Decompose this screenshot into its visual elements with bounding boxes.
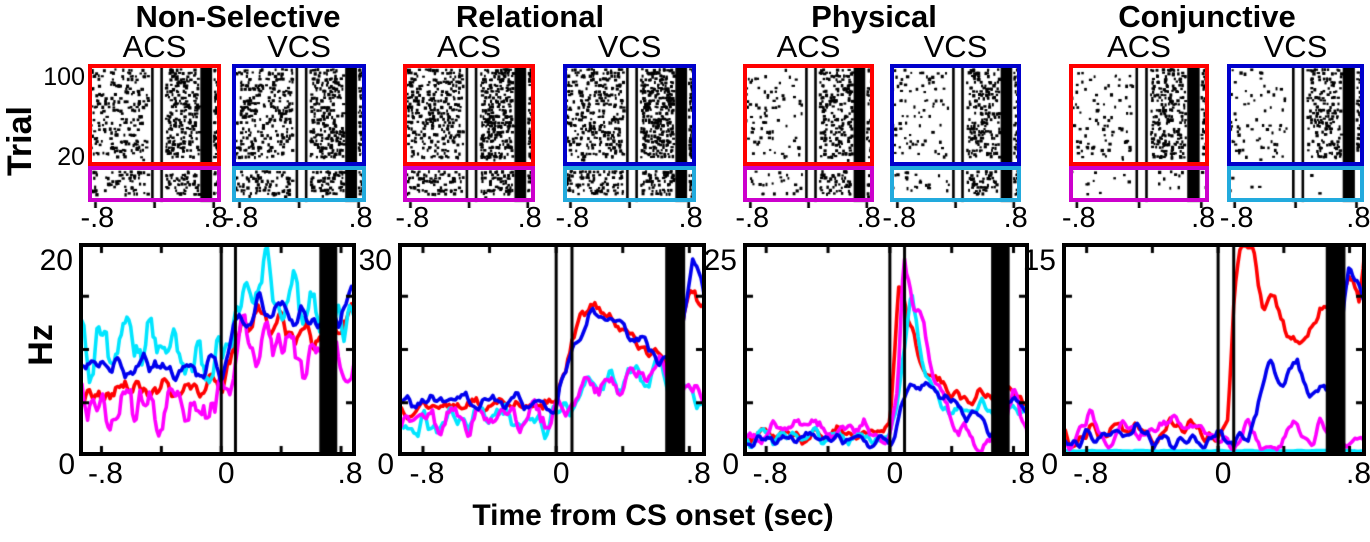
- acs-raster-xtick-label: -.8: [80, 202, 115, 234]
- panel-title: Relational: [455, 0, 605, 34]
- panel-title: Physical: [811, 0, 937, 34]
- psth-y-axis-title: Hz: [22, 324, 60, 366]
- psth-ymax-label: 20: [39, 244, 73, 277]
- psth-canvas: [79, 243, 356, 456]
- vcs-raster-xtick-label: .8: [348, 202, 373, 234]
- psth-ymin-label: 0: [58, 448, 75, 481]
- psth-xtick-label: 0: [552, 457, 570, 490]
- psth-canvas: [1062, 243, 1366, 456]
- acs-raster-xtick-label: -.8: [1061, 202, 1096, 234]
- vcs-raster-xtick-label: .8: [678, 202, 703, 234]
- acs-raster-xtick-label: -.8: [735, 202, 770, 234]
- acs-raster-canvas: [88, 64, 221, 208]
- vcs-raster-canvas: [563, 64, 696, 208]
- psth-canvas: [398, 243, 706, 456]
- vcs-raster-xtick-label: -.8: [882, 202, 917, 234]
- vcs-label: VCS: [923, 29, 988, 64]
- vcs-raster-xtick-label: -.8: [224, 202, 259, 234]
- raster-ytick-100: 100: [43, 63, 85, 91]
- acs-lower-frame: [1069, 166, 1209, 202]
- vcs-upper-frame: [1227, 64, 1364, 166]
- vcs-raster-xtick-label: .8: [1003, 202, 1028, 234]
- acs-label: ACS: [776, 29, 841, 64]
- acs-raster-canvas: [743, 64, 874, 208]
- panel-title: Non-Selective: [135, 0, 341, 34]
- vcs-label: VCS: [267, 29, 331, 64]
- psth-xtick-label: -.8: [409, 457, 445, 490]
- acs-raster-xtick-label: .8: [856, 202, 881, 234]
- vcs-lower-frame: [232, 166, 366, 202]
- acs-upper-frame: [403, 64, 535, 166]
- vcs-raster-xtick-label: .8: [1346, 202, 1370, 234]
- vcs-upper-frame: [232, 64, 366, 166]
- psth-xtick-label: -.8: [1073, 457, 1109, 490]
- psth-ymax-label: 25: [703, 244, 737, 277]
- vcs-raster-xtick-label: -.8: [555, 202, 590, 234]
- vcs-upper-frame: [890, 64, 1021, 166]
- psth-xtick-label: -.8: [87, 457, 123, 490]
- acs-raster-xtick-label: .8: [203, 202, 228, 234]
- psth-xtick-label: -.8: [752, 457, 788, 490]
- vcs-label: VCS: [1263, 29, 1328, 64]
- psth-ymax-label: 30: [358, 244, 392, 277]
- vcs-raster-canvas: [232, 64, 366, 208]
- psth-xtick-label: .8: [685, 457, 711, 490]
- psth-xtick-label: 0: [1214, 457, 1232, 490]
- x-axis-title: Time from CS onset (sec): [472, 499, 834, 532]
- psth-ymax-label: 15: [1022, 244, 1056, 277]
- acs-label: ACS: [122, 29, 187, 64]
- psth-frame: [743, 243, 1029, 456]
- acs-raster-xtick-label: -.8: [395, 202, 430, 234]
- psth-xtick-label: .8: [1346, 457, 1370, 490]
- acs-lower-frame: [743, 166, 874, 202]
- acs-label: ACS: [437, 29, 501, 64]
- raster-y-axis-title: Trial: [1, 106, 39, 176]
- acs-raster-canvas: [403, 64, 535, 208]
- panel-title: Conjunctive: [1118, 0, 1296, 34]
- acs-lower-frame: [403, 166, 535, 202]
- acs-raster-canvas: [1069, 64, 1209, 208]
- psth-frame: [1062, 243, 1366, 456]
- vcs-raster-xtick-label: -.8: [1219, 202, 1254, 234]
- vcs-label: VCS: [597, 29, 662, 64]
- vcs-lower-frame: [1227, 166, 1364, 202]
- psth-canvas: [743, 243, 1029, 456]
- psth-xtick-label: 0: [217, 457, 235, 490]
- psth-xtick-label: .8: [1010, 457, 1036, 490]
- vcs-upper-frame: [563, 64, 696, 166]
- acs-label: ACS: [1107, 29, 1171, 64]
- psth-xtick-label: .8: [337, 457, 363, 490]
- vcs-lower-frame: [563, 166, 696, 202]
- vcs-raster-canvas: [890, 64, 1021, 208]
- raster-ytick-20: 20: [57, 143, 85, 171]
- vcs-raster-canvas: [1227, 64, 1364, 208]
- acs-upper-frame: [88, 64, 221, 166]
- acs-lower-frame: [88, 166, 221, 202]
- acs-upper-frame: [743, 64, 874, 166]
- psth-xtick-label: 0: [886, 457, 904, 490]
- psth-ymin-label: 0: [722, 448, 739, 481]
- vcs-lower-frame: [890, 166, 1021, 202]
- psth-ymin-label: 0: [377, 448, 394, 481]
- psth-frame: [398, 243, 706, 456]
- psth-frame: [79, 243, 356, 456]
- acs-raster-xtick-label: .8: [1191, 202, 1216, 234]
- psth-ymin-label: 0: [1041, 448, 1058, 481]
- acs-raster-xtick-label: .8: [517, 202, 542, 234]
- acs-upper-frame: [1069, 64, 1209, 166]
